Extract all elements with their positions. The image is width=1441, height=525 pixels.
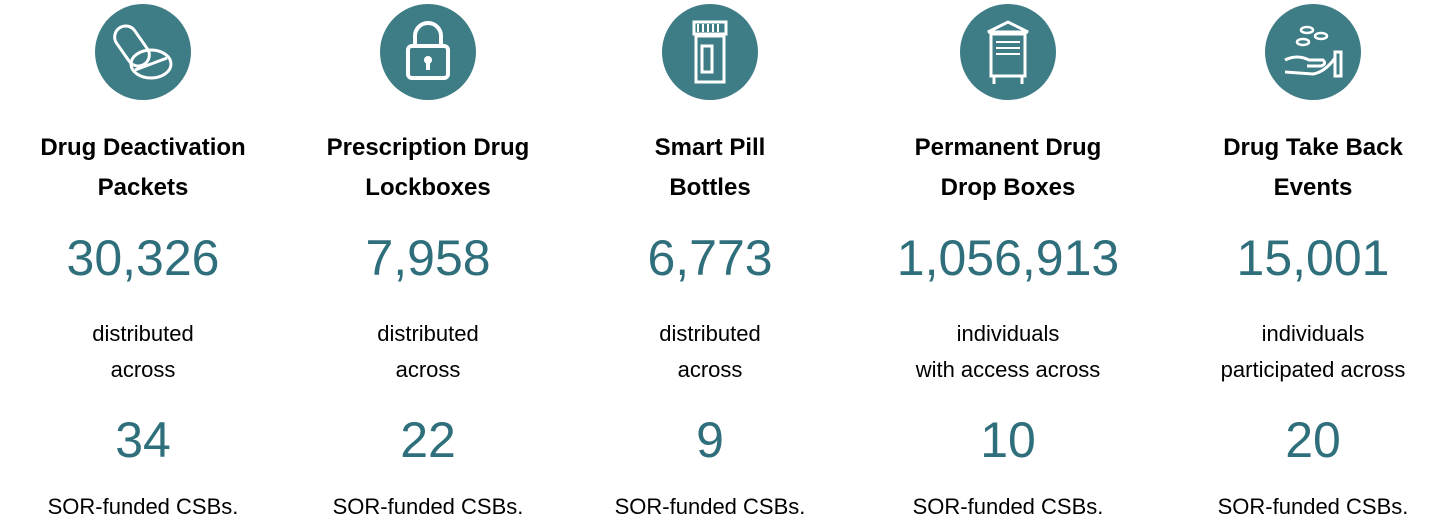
csb-count: 34	[115, 412, 171, 468]
description-line: distributed	[659, 321, 761, 346]
stat-count: 1,056,913	[896, 230, 1120, 286]
stat-footer: SOR-funded CSBs.	[332, 494, 524, 519]
stat-count: 30,326	[66, 230, 220, 286]
stat-title: Permanent Drug Drop Boxes	[863, 128, 1153, 208]
title-line: Drug Deactivation	[40, 134, 246, 161]
take-back-icon	[1265, 4, 1361, 100]
title-line: Lockboxes	[365, 174, 491, 201]
title-line: Drop Boxes	[940, 174, 1076, 201]
stat-column: Prescription Drug Lockboxes 7,958 distribut…	[283, 0, 573, 525]
stat-footer: SOR-funded CSBs.	[47, 494, 239, 519]
title-line: Drug Take Back	[1223, 134, 1403, 161]
stat-title: Prescription Drug Lockboxes	[283, 128, 573, 208]
description-line: participated across	[1220, 357, 1406, 382]
stat-column: Smart Pill Bottles 6,773 distributed across 9…	[565, 0, 855, 525]
csb-count: 20	[1285, 412, 1341, 468]
stat-footer: SOR-funded CSBs.	[912, 494, 1104, 519]
title-line: Events	[1273, 174, 1353, 201]
description-line: with access across	[915, 357, 1101, 382]
title-line: Smart Pill	[654, 134, 766, 161]
stat-count: 7,958	[365, 230, 491, 286]
csb-count: 9	[696, 412, 724, 468]
description-line: across	[110, 357, 176, 382]
description-line: distributed	[92, 321, 194, 346]
description-line: distributed	[377, 321, 479, 346]
stat-title: Drug Take Back Events	[1168, 128, 1441, 208]
stat-count: 15,001	[1236, 230, 1390, 286]
stat-description: individuals participated across	[1168, 316, 1441, 388]
stat-title: Smart Pill Bottles	[565, 128, 855, 208]
stat-description: distributed across	[0, 316, 288, 388]
packets-icon	[95, 4, 191, 100]
csb-count: 10	[980, 412, 1036, 468]
title-line: Prescription Drug	[326, 134, 530, 161]
stat-count: 6,773	[647, 230, 773, 286]
stat-footer: SOR-funded CSBs.	[1217, 494, 1409, 519]
stat-description: distributed across	[565, 316, 855, 388]
title-line: Packets	[97, 174, 189, 201]
stat-description: individuals with access across	[863, 316, 1153, 388]
title-line: Permanent Drug	[914, 134, 1102, 161]
description-line: across	[395, 357, 461, 382]
stat-footer: SOR-funded CSBs.	[614, 494, 806, 519]
csb-count: 22	[400, 412, 456, 468]
drop-box-icon	[960, 4, 1056, 100]
description-line: across	[677, 357, 743, 382]
lockbox-icon	[380, 4, 476, 100]
title-line: Bottles	[669, 174, 751, 201]
stat-column: Drug Deactivation Packets 30,326 distribute…	[0, 0, 288, 525]
stat-column: Permanent Drug Drop Boxes 1,056,913 individ…	[863, 0, 1153, 525]
description-line: individuals	[1261, 321, 1365, 346]
stat-title: Drug Deactivation Packets	[0, 128, 288, 208]
description-line: individuals	[956, 321, 1060, 346]
pill-bottle-icon	[662, 4, 758, 100]
stat-description: distributed across	[283, 316, 573, 388]
stat-column: Drug Take Back Events 15,001 individuals par…	[1168, 0, 1441, 525]
